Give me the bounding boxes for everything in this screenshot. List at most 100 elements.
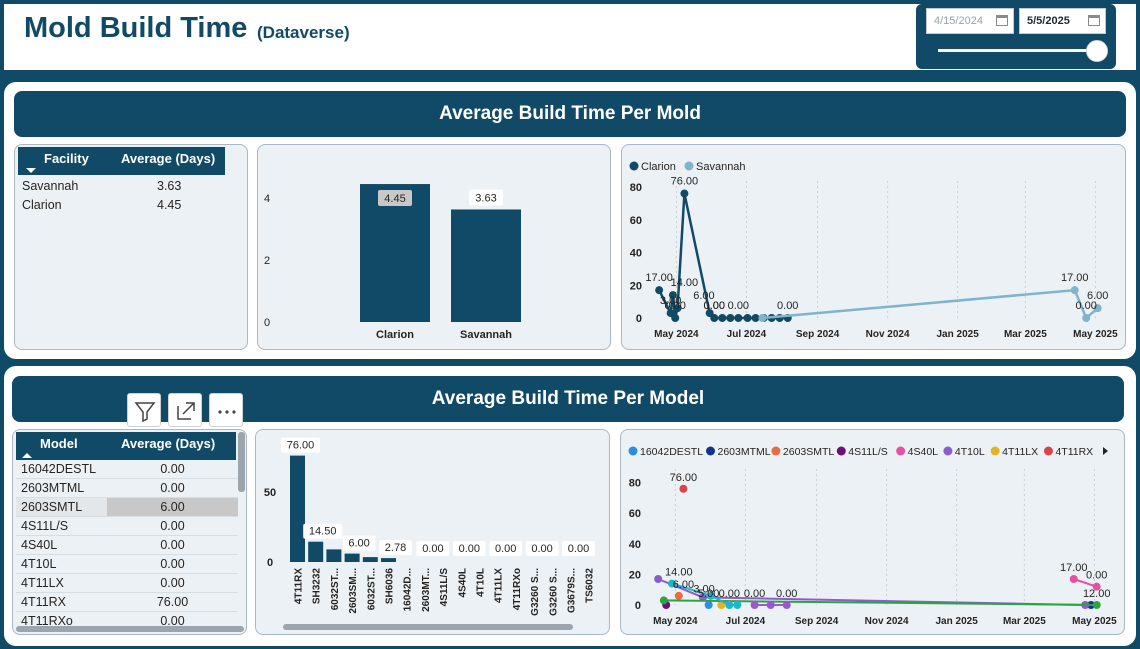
data-point[interactable]	[1082, 314, 1091, 322]
scroll-right-icon[interactable]	[1103, 447, 1108, 455]
legend-marker[interactable]	[628, 446, 638, 456]
model-column-header[interactable]: Model	[40, 436, 78, 451]
data-point[interactable]	[674, 591, 683, 600]
data-point[interactable]	[726, 314, 735, 322]
data-point[interactable]	[671, 314, 680, 322]
average-column-header[interactable]: Average (Days)	[121, 151, 216, 166]
legend-marker[interactable]	[684, 161, 694, 171]
data-point[interactable]	[1092, 601, 1101, 609]
legend-marker[interactable]	[771, 446, 781, 456]
legend-marker[interactable]	[836, 446, 846, 456]
data-point[interactable]	[734, 314, 743, 322]
data-point[interactable]	[751, 314, 760, 322]
data-point[interactable]	[758, 314, 767, 322]
data-point[interactable]	[710, 314, 719, 322]
data-label-bg[interactable]	[452, 541, 486, 556]
bar[interactable]	[381, 558, 396, 562]
focus-mode-button[interactable]	[168, 393, 202, 427]
data-point[interactable]	[673, 304, 682, 313]
bar[interactable]	[326, 549, 342, 562]
legend-marker[interactable]	[943, 446, 953, 456]
facility-column-header[interactable]: Facility	[44, 151, 89, 166]
data-point[interactable]	[782, 601, 791, 609]
facility-bar-chart[interactable]: 0 2 4 Clarion 4.45 Savannah 3.63	[258, 145, 610, 349]
table-row[interactable]: 2603SMTL 6.00	[16, 498, 238, 517]
series-line[interactable]	[762, 288, 1099, 321]
model-scatter-chart[interactable]: 0 20 40 60 80 May 2024 Jul 2024 Sep 2024 Nov 202…	[621, 430, 1124, 634]
facility-line-chart[interactable]: 0 20 40 60 80 May 2024 Jul 2024 Sep 2024 Nov 202…	[622, 145, 1125, 349]
data-point[interactable]	[706, 591, 715, 600]
filter-button[interactable]	[127, 393, 161, 427]
table-row[interactable]: 4S40L 0.00	[16, 536, 238, 555]
data-point[interactable]	[1069, 575, 1078, 583]
bar[interactable]	[308, 541, 324, 562]
horizontal-scrollbar[interactable]	[283, 624, 573, 630]
data-point[interactable]	[668, 291, 677, 300]
series-line[interactable]	[1073, 578, 1098, 588]
legend-marker[interactable]	[706, 446, 715, 456]
bar[interactable]	[362, 557, 378, 562]
data-label-bg[interactable]	[342, 535, 376, 551]
data-point[interactable]	[655, 286, 664, 295]
data-point[interactable]	[743, 314, 752, 322]
bar[interactable]	[451, 209, 521, 322]
data-label-bg[interactable]	[378, 190, 412, 207]
data-point[interactable]	[766, 601, 775, 609]
data-label: 5.00	[698, 588, 719, 600]
end-date-input[interactable]: 5/5/2025	[1019, 8, 1106, 34]
horizontal-scrollbar[interactable]	[16, 626, 244, 632]
bar[interactable]	[360, 184, 430, 322]
model-bar-chart[interactable]: 0 50 4T11RX 76.00 SH3232 14.50 6032ST... 2603SM…	[256, 430, 609, 634]
data-label-bg[interactable]	[562, 541, 595, 556]
data-label-bg[interactable]	[469, 189, 503, 206]
data-label-bg[interactable]	[489, 541, 523, 556]
vertical-scrollbar[interactable]	[238, 432, 245, 492]
data-point[interactable]	[1093, 304, 1102, 313]
data-label-bg[interactable]	[525, 541, 559, 556]
data-point[interactable]	[733, 601, 742, 609]
data-point[interactable]	[659, 596, 668, 605]
data-point[interactable]	[667, 579, 676, 588]
legend-marker[interactable]	[896, 446, 906, 456]
table-row[interactable]: Clarion 4.45	[22, 198, 222, 216]
series-line[interactable]	[671, 582, 738, 606]
legend-marker[interactable]	[1043, 446, 1053, 456]
table-row[interactable]: 16042DESTL 0.00	[16, 460, 238, 479]
data-point[interactable]	[725, 601, 734, 609]
data-label: 17.00	[1060, 562, 1088, 574]
table-row[interactable]: Savannah 3.63	[22, 179, 222, 197]
average-column-header[interactable]: Average (Days)	[121, 436, 216, 451]
data-point[interactable]	[1092, 582, 1101, 591]
data-label-bg[interactable]	[379, 540, 412, 556]
table-row[interactable]: 4S11L/S 0.00	[16, 517, 238, 536]
sort-descending-icon[interactable]	[26, 168, 36, 173]
date-slider-handle[interactable]	[1086, 40, 1108, 62]
data-point[interactable]	[679, 484, 688, 493]
data-point[interactable]	[718, 314, 727, 322]
data-label-bg[interactable]	[416, 541, 450, 556]
data-label: 3.00	[693, 583, 714, 595]
data-point[interactable]	[680, 189, 689, 198]
calendar-icon[interactable]	[996, 15, 1008, 26]
more-options-button[interactable]	[209, 393, 243, 427]
table-row[interactable]: 2603MTML 0.00	[16, 479, 238, 498]
start-date-input[interactable]: 4/15/2024	[926, 8, 1014, 34]
bar[interactable]	[290, 455, 305, 562]
data-point[interactable]	[704, 601, 713, 609]
calendar-icon[interactable]	[1088, 15, 1100, 26]
data-label-bg[interactable]	[303, 523, 343, 539]
data-point[interactable]	[654, 575, 663, 583]
data-label-bg[interactable]	[281, 437, 320, 453]
bar[interactable]	[344, 553, 360, 562]
data-point[interactable]	[698, 593, 707, 602]
table-row[interactable]: 4T11LX 0.00	[16, 574, 238, 593]
legend-marker[interactable]	[990, 446, 1000, 456]
legend-marker[interactable]	[629, 161, 639, 171]
table-row[interactable]: 4T11RX 76.00	[16, 593, 238, 612]
series-line[interactable]	[663, 599, 1097, 606]
data-point[interactable]	[1070, 286, 1079, 295]
date-slider-track[interactable]	[938, 49, 1096, 52]
data-point[interactable]	[750, 601, 759, 609]
sort-ascending-icon[interactable]	[22, 453, 32, 458]
table-row[interactable]: 4T10L 0.00	[16, 555, 238, 574]
